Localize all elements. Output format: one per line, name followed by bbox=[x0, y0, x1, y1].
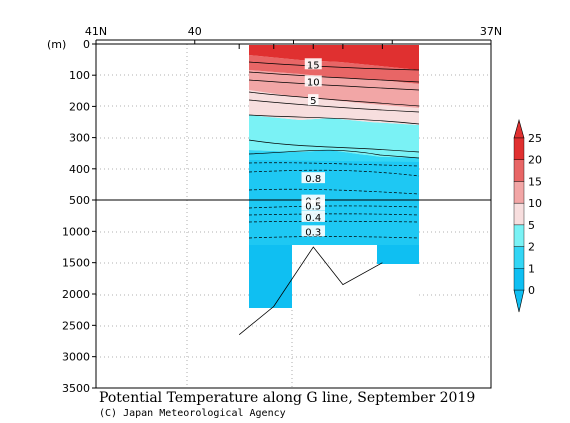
y-tick-label: 400 bbox=[69, 163, 90, 176]
x-tick-label: 41N bbox=[85, 25, 107, 38]
fill-5-10 bbox=[249, 90, 419, 125]
fill-20-25 bbox=[249, 45, 419, 70]
contour-label-bg bbox=[301, 199, 325, 211]
seafloor-mask bbox=[292, 247, 377, 312]
fill-15-20 bbox=[249, 55, 419, 84]
colorbar-segment bbox=[513, 224, 525, 247]
x-axis: 41N 40 37N bbox=[85, 25, 502, 44]
colorbar-top-arrow bbox=[513, 118, 525, 139]
y-tick-label: 2000 bbox=[62, 288, 90, 301]
fill-deep-left bbox=[249, 245, 292, 308]
credit-text: (C) Japan Meteorological Agency bbox=[99, 408, 286, 419]
colorbar-label: 10 bbox=[528, 197, 542, 210]
y-tick-label: 1000 bbox=[62, 225, 90, 238]
x-tick-label: 37N bbox=[480, 25, 502, 38]
seafloor-mask-right bbox=[377, 265, 419, 315]
fill-2-5 bbox=[249, 115, 419, 158]
colorbar-bottom-arrow bbox=[513, 289, 525, 313]
y-axis: 0 100 200 300 400 500 1000 1500 2000 2500 3000 3500 bbox=[62, 38, 96, 395]
contour-label-bg bbox=[301, 172, 325, 184]
colorbar-segment bbox=[513, 137, 525, 160]
colorbar-label: 0 bbox=[528, 284, 535, 297]
fill-deep-right bbox=[377, 245, 419, 264]
y-unit-label: (m) bbox=[47, 38, 66, 51]
contour-label-bg bbox=[304, 58, 322, 70]
fill-0-1 bbox=[249, 155, 419, 200]
fill-1-2 bbox=[249, 150, 419, 162]
y-tick-label: 2500 bbox=[62, 319, 90, 332]
station-markers bbox=[238, 44, 383, 49]
contour-label: 10 bbox=[307, 77, 320, 88]
contour-label: 0.3 bbox=[305, 227, 321, 238]
contour-label: 15 bbox=[307, 60, 320, 71]
colorbar-label: 20 bbox=[528, 154, 542, 167]
colorbar-segment bbox=[513, 268, 525, 291]
y-tick-label: 200 bbox=[69, 100, 90, 113]
contour-label-bg bbox=[308, 94, 319, 106]
colorbar-label: 2 bbox=[528, 241, 535, 254]
contour-label: 0.8 bbox=[305, 174, 321, 185]
y-tick-label: 3500 bbox=[62, 382, 90, 395]
fill-10-15 bbox=[249, 70, 419, 108]
y-tick-label: 1500 bbox=[62, 257, 90, 270]
colorbar-label: 25 bbox=[528, 132, 542, 145]
y-tick-label: 300 bbox=[69, 132, 90, 145]
chart-title: Potential Temperature along G line, Sept… bbox=[99, 390, 475, 406]
colorbar-segment bbox=[513, 181, 525, 204]
y-tick-label: 0 bbox=[83, 38, 90, 51]
colorbar-label: 1 bbox=[528, 262, 535, 275]
colorbar-segment bbox=[513, 246, 525, 269]
gridlines bbox=[96, 44, 491, 388]
contour-label: 0.5 bbox=[305, 202, 321, 213]
x-tick-label: 40 bbox=[188, 25, 202, 38]
y-tick-label: 500 bbox=[69, 194, 90, 207]
colorbar-segment bbox=[513, 202, 525, 226]
bottom-profile-line bbox=[238, 246, 383, 336]
colorbar-label: 15 bbox=[528, 175, 542, 188]
contour-label: 5 bbox=[310, 96, 316, 107]
contour-label-bg bbox=[301, 210, 325, 222]
contour-label-bg bbox=[304, 75, 322, 87]
colorbar-label: 5 bbox=[528, 219, 535, 232]
y-tick-label: 100 bbox=[69, 69, 90, 82]
y-tick-label: 3000 bbox=[62, 351, 90, 364]
contour-label-bg bbox=[301, 225, 325, 237]
contour-label: 0.4 bbox=[305, 213, 321, 224]
colorbar-segment bbox=[513, 159, 525, 182]
